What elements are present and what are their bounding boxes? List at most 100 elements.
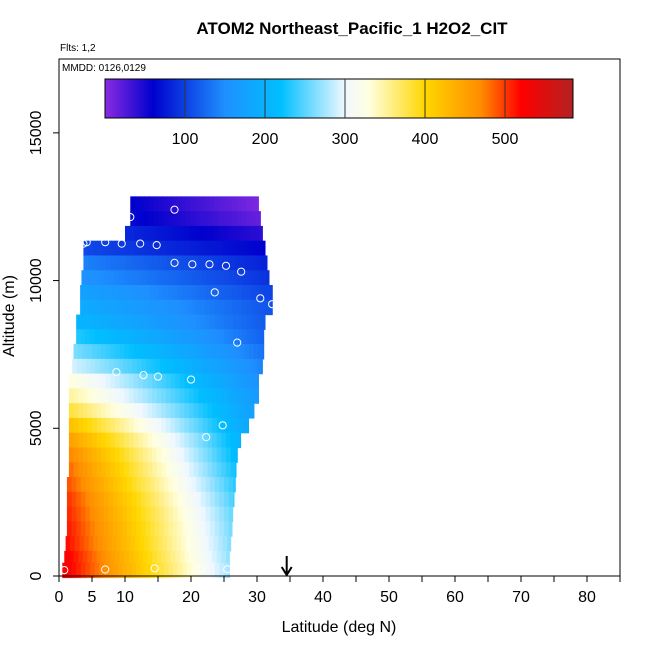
heatmap-cell: [228, 562, 230, 579]
heatmap-cell: [83, 240, 89, 257]
heatmap-cell: [93, 299, 100, 316]
heatmap-cell: [101, 373, 107, 389]
heatmap-cell: [199, 211, 205, 227]
heatmap-cell: [229, 358, 235, 375]
heatmap-cell: [196, 562, 202, 579]
heatmap-cell: [233, 329, 239, 345]
heatmap-cell: [144, 285, 151, 301]
heatmap-cell: [94, 329, 100, 345]
heatmap-cell: [206, 358, 212, 375]
heatmap-cell: [66, 562, 73, 579]
heatmap-cell: [133, 417, 139, 434]
heatmap-cell: [221, 388, 227, 404]
heatmap-cell: [78, 432, 84, 449]
heatmap-cell: [247, 314, 253, 330]
heatmap-cell: [179, 462, 185, 478]
heatmap-cell: [177, 299, 183, 316]
heatmap-cell: [115, 462, 121, 478]
heatmap-cell: [235, 462, 237, 478]
heatmap-cell: [163, 562, 170, 579]
heatmap-cell: [252, 270, 258, 286]
heatmap-cell: [103, 314, 110, 330]
heatmap-cell: [82, 417, 88, 434]
heatmap-cell: [237, 329, 244, 345]
heatmap-cell: [92, 550, 98, 567]
heatmap-cell: [132, 358, 138, 375]
heatmap-cell: [115, 344, 121, 360]
heatmap-cell: [180, 240, 186, 257]
heatmap-cell: [119, 403, 125, 419]
heatmap-cell: [230, 462, 236, 478]
heatmap-cell: [163, 521, 170, 537]
heatmap-cell: [82, 462, 88, 478]
heatmap-cell: [176, 536, 182, 552]
heatmap-cell: [117, 299, 123, 316]
heatmap-cell: [178, 358, 184, 375]
heatmap-cell: [177, 506, 184, 522]
heatmap-cell: [198, 447, 204, 463]
heatmap-cell: [124, 373, 130, 389]
heatmap-cell: [113, 521, 119, 537]
data-point: [188, 260, 197, 269]
heatmap-cell: [263, 255, 268, 271]
heatmap-cell: [87, 462, 93, 478]
heatmap-cell: [82, 373, 88, 389]
heatmap-cell: [71, 506, 77, 522]
heatmap: [62, 196, 273, 579]
heatmap-cell: [207, 373, 213, 389]
heatmap-cell: [94, 477, 100, 493]
heatmap-cell: [187, 477, 193, 493]
heatmap-cell: [221, 432, 227, 449]
heatmap-cell: [249, 240, 255, 257]
heatmap-cell: [130, 285, 137, 301]
heatmap-cell: [96, 344, 102, 360]
heatmap-cell: [161, 432, 167, 449]
heatmap-cell: [168, 491, 174, 508]
heatmap-cell: [132, 270, 138, 286]
heatmap-cell: [239, 373, 246, 389]
heatmap-cell: [154, 477, 160, 493]
heatmap-cell: [232, 299, 238, 316]
heatmap-cell: [184, 550, 190, 567]
heatmap-cell: [150, 358, 156, 375]
heatmap-cell: [119, 550, 125, 567]
data-point: [152, 241, 161, 250]
heatmap-cell: [140, 329, 147, 345]
heatmap-cell: [126, 285, 132, 301]
heatmap-cell: [66, 506, 73, 522]
heatmap-cell: [156, 403, 162, 419]
heatmap-cell: [207, 344, 213, 360]
heatmap-cell: [212, 432, 218, 449]
heatmap-cell: [251, 285, 257, 301]
heatmap-cell: [233, 477, 236, 493]
heatmap-cell: [110, 550, 116, 567]
heatmap-cell: [189, 373, 195, 389]
heatmap-cell: [255, 196, 259, 212]
heatmap-cell: [140, 562, 147, 579]
heatmap-cell: [73, 388, 79, 404]
heatmap-cell: [241, 211, 247, 227]
x-tick-label: 70: [512, 589, 530, 606]
heatmap-cell: [136, 329, 142, 345]
heatmap-cell: [179, 403, 185, 419]
heatmap-cell: [153, 211, 159, 227]
heatmap-cell: [210, 562, 216, 579]
heatmap-cell: [140, 477, 147, 493]
heatmap-cell: [152, 447, 158, 463]
heatmap-cell: [84, 285, 90, 301]
heatmap-cell: [221, 447, 227, 463]
heatmap-cell: [235, 255, 242, 271]
heatmap-cell: [107, 536, 113, 552]
heatmap-cell: [217, 255, 223, 271]
heatmap-cell: [170, 447, 176, 463]
heatmap-cell: [179, 447, 185, 463]
heatmap-cell: [264, 285, 271, 301]
heatmap-cell: [134, 255, 140, 271]
heatmap-cell: [154, 329, 160, 345]
heatmap-cell: [122, 329, 128, 345]
heatmap-cell: [110, 462, 116, 478]
heatmap-cell: [150, 506, 156, 522]
heatmap-cell: [221, 550, 227, 567]
heatmap-cell: [138, 373, 144, 389]
heatmap-cell: [212, 550, 218, 567]
